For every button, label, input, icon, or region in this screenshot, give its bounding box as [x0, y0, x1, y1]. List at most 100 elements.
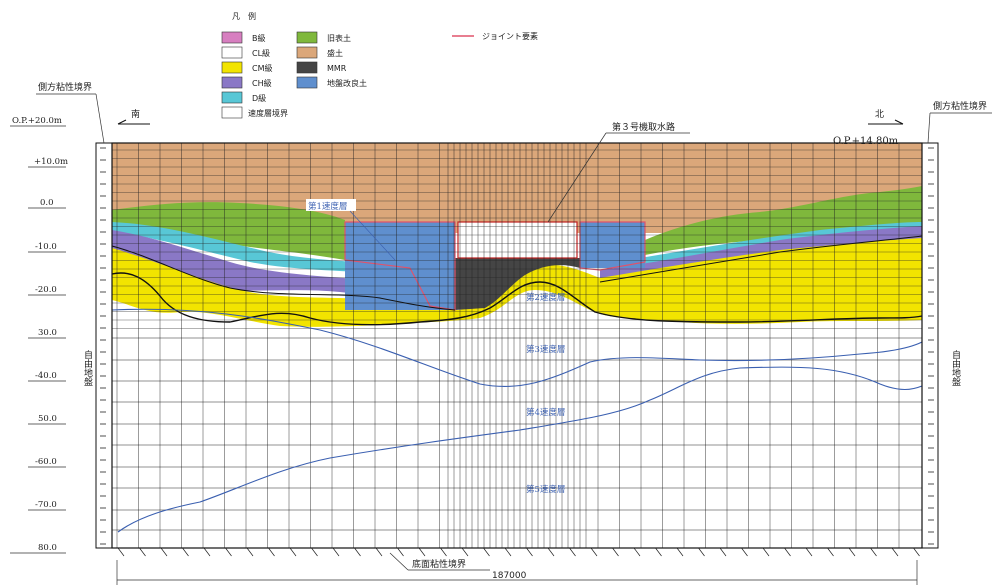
legend-label-improved-soil: 地盤改良土 — [327, 78, 367, 88]
section-frame — [111, 142, 923, 549]
cm-class — [112, 238, 922, 327]
velocity-boundary-3 — [111, 308, 923, 388]
legend-label-cl: CL級 — [252, 48, 270, 58]
width-dimension-label: 187000 — [492, 571, 527, 581]
legend-swatch-old-topsoil — [296, 31, 318, 44]
elev-label-m60: -60.0 — [35, 457, 57, 467]
legend-swatch-improved-soil — [296, 76, 318, 89]
elev-label-m70: -70.0 — [35, 500, 57, 510]
mesh-line — [741, 547, 748, 557]
velocity-boundaries — [111, 308, 923, 533]
legend-label-boundary: 速度層境界 — [248, 108, 288, 118]
elev-label-20: O.P.+20.0m — [12, 116, 62, 126]
mesh-line — [418, 547, 426, 557]
mmr-block — [455, 258, 580, 310]
elev-label-m10: -10.0 — [35, 242, 57, 252]
mesh-line — [375, 547, 383, 557]
mesh-line — [633, 547, 641, 557]
elev-label-m80: 80.0 — [38, 543, 57, 553]
mesh-line — [805, 547, 813, 557]
annotations: 側方粘性境界 側方粘性境界 南 北 第３号機取水路 O.P.+14.80m 第1… — [36, 81, 992, 585]
mesh-line — [590, 547, 598, 557]
mesh-line — [440, 547, 447, 557]
boundary-ch-left — [111, 245, 456, 311]
velocity-layer-1-label: 第1速度層 — [308, 201, 347, 212]
mesh-line — [891, 547, 899, 557]
elev-label-0: 0.0 — [40, 198, 54, 208]
top-elevation-label: O.P.+14.80m — [833, 136, 899, 147]
mesh-line — [504, 547, 512, 557]
legend-swatch-b — [221, 31, 243, 44]
mesh-line — [397, 547, 404, 557]
legend-swatch-boundary — [221, 106, 243, 119]
mesh-line — [461, 547, 469, 557]
mesh-line — [354, 547, 361, 557]
legend-label-mmr: MMR — [327, 64, 347, 73]
left-boundary-label: 側方粘性境界 — [38, 81, 92, 93]
elev-label-m40: -40.0 — [35, 371, 57, 381]
elev-label-m20: -20.0 — [35, 285, 57, 295]
mesh-line — [870, 547, 877, 557]
legend-label-cm: CM級 — [252, 63, 273, 73]
legend-label-fill: 盛土 — [327, 48, 343, 58]
elevation-axis: O.P.+20.0m +10.0m 0.0 -10.0 -20.0 30.0 -… — [10, 116, 68, 554]
mesh-line — [139, 547, 146, 557]
free-ground-right: 自由地盤 — [921, 142, 961, 549]
mesh-line — [913, 547, 920, 557]
mesh-line — [698, 547, 705, 557]
mesh-line — [762, 547, 770, 557]
legend-swatch-mmr — [296, 61, 318, 74]
mesh-line — [289, 547, 297, 557]
mesh-line — [526, 547, 533, 557]
old-topsoil-right — [645, 186, 922, 255]
mesh-line — [612, 547, 619, 557]
south-arrow-icon — [117, 119, 150, 125]
mesh-line — [719, 547, 727, 557]
soil-section — [111, 143, 923, 327]
legend-label-d: D級 — [252, 93, 266, 103]
free-ground-left-label: 自由地盤 — [82, 349, 93, 386]
elev-label-m30: 30.0 — [38, 328, 57, 338]
mesh-line — [569, 547, 576, 557]
mesh-line — [655, 547, 662, 557]
mesh-line — [827, 547, 834, 557]
mesh-line — [311, 547, 318, 557]
velocity-layer-5-label: 第5速度層 — [526, 484, 565, 495]
d-class-left — [112, 222, 410, 276]
legend-swatch-fill — [296, 46, 318, 59]
mesh-line — [246, 547, 254, 557]
velocity-layer-4-label: 第4速度層 — [526, 407, 565, 418]
velocity-layer-2-label: 第2速度層 — [526, 292, 565, 303]
legend-swatch-d — [221, 91, 243, 104]
bottom-dampers — [117, 547, 920, 557]
right-boundary-label: 側方粘性境界 — [933, 100, 987, 112]
free-ground-right-label: 自由地盤 — [950, 349, 961, 386]
mesh-line — [676, 547, 684, 557]
intake-channel-box — [457, 221, 578, 259]
legend-label-joint: ジョイント要素 — [482, 31, 538, 41]
improved-soil-right — [580, 222, 645, 268]
velocity-layer-3-label: 第3速度層 — [526, 344, 565, 355]
mesh-line — [182, 547, 189, 557]
mesh-line — [483, 547, 490, 557]
elev-label-m50: 50.0 — [38, 414, 57, 424]
legend-label-b: B級 — [252, 33, 266, 43]
mesh-line — [784, 547, 791, 557]
north-arrow-icon — [868, 119, 904, 125]
joint-outline-left — [344, 221, 456, 311]
mesh-line — [268, 547, 275, 557]
legend-label-old-topsoil: 旧表土 — [327, 33, 351, 43]
south-label: 南 — [131, 108, 140, 120]
legend-swatch-cm — [221, 61, 243, 74]
layer1-label-bg — [306, 199, 356, 211]
improved-soil-left — [345, 222, 455, 310]
legend-title: 凡 例 — [232, 11, 256, 21]
mesh-line — [332, 547, 340, 557]
mesh-line — [160, 547, 168, 557]
legend-swatch-cl — [221, 46, 243, 59]
mesh-line — [117, 547, 125, 557]
elev-label-10: +10.0m — [34, 157, 68, 167]
mesh-line — [547, 547, 555, 557]
velocity-boundary-4 — [117, 366, 923, 533]
